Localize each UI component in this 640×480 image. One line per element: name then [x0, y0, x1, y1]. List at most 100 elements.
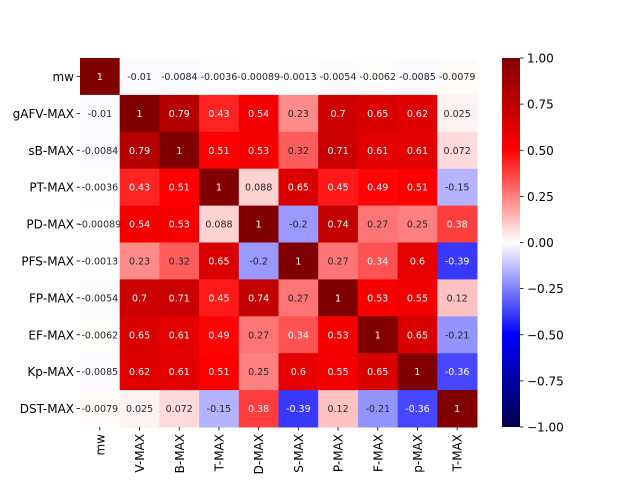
cell-value-label: -0.36 — [405, 404, 430, 415]
heatmap-cell — [278, 131, 319, 170]
cell-value-label: 0.53 — [248, 146, 269, 157]
colorbar-tick-label: −0.50 — [527, 328, 564, 342]
heatmap-cell — [159, 353, 200, 391]
cell-value-label: 0.65 — [367, 109, 388, 120]
cell-value-label: -0.2 — [249, 256, 268, 267]
heatmap-cell — [278, 205, 319, 243]
cell-value-label: 0.27 — [288, 293, 309, 304]
cell-value-label: 0.27 — [367, 220, 388, 231]
y-tick-label: Kp-MAX — [27, 365, 74, 379]
colorbar-tick-label: 0.50 — [527, 144, 554, 158]
y-tick-label: DST-MAX — [20, 402, 74, 416]
heatmap-cell — [159, 205, 200, 243]
heatmap-cell — [357, 353, 399, 391]
cell-value-label: -0.15 — [445, 183, 470, 194]
heatmap-cell — [278, 168, 319, 207]
x-tick-label: V-MAX — [133, 434, 147, 473]
cell-value-label: 1 — [97, 72, 103, 83]
heatmap-cell — [437, 242, 478, 280]
heatmap-cell — [159, 94, 200, 133]
heatmap-cell — [238, 390, 279, 428]
cell-value-label: 0.74 — [327, 220, 348, 231]
x-tick-label: D-MAX — [252, 434, 266, 474]
cell-value-label: 0.54 — [248, 109, 269, 120]
heatmap-cell — [397, 94, 438, 133]
y-tick-label: mw — [52, 70, 74, 84]
cell-value-label: 0.34 — [367, 256, 388, 267]
cell-value-label: -0.00089 — [78, 220, 121, 231]
heatmap-cell — [238, 353, 279, 391]
heatmap-cells — [80, 58, 478, 428]
heatmap-cell — [437, 390, 478, 428]
heatmap-cell — [278, 316, 319, 354]
heatmap-cell — [80, 94, 121, 133]
heatmap-cell — [318, 316, 359, 354]
heatmap-cell — [199, 390, 240, 428]
y-tick-label: PD-MAX — [26, 218, 74, 232]
colorbar-tick-label: 0.75 — [527, 98, 554, 112]
heatmap-cell — [318, 131, 359, 170]
heatmap-cell — [357, 168, 399, 207]
heatmap-cell — [397, 242, 438, 280]
cell-value-label: 0.6 — [291, 367, 306, 378]
heatmap-cell — [159, 242, 200, 280]
heatmap-cell — [357, 58, 399, 96]
cell-value-label: 0.51 — [208, 367, 229, 378]
heatmap-cell — [159, 390, 200, 428]
cell-value-label: -0.0054 — [82, 293, 119, 304]
heatmap-cell — [397, 279, 438, 317]
heatmap-cell — [80, 242, 121, 280]
cell-value-label: -0.0013 — [82, 256, 119, 267]
cell-value-label: 0.65 — [407, 330, 428, 341]
cell-value-label: 0.61 — [367, 146, 388, 157]
heatmap-cell — [357, 242, 399, 280]
heatmap-cell — [80, 353, 121, 391]
cell-value-label: 0.61 — [169, 367, 190, 378]
cell-value-label: 0.088 — [245, 183, 272, 194]
heatmap-cell — [80, 205, 121, 243]
cell-value-label: -0.0079 — [439, 72, 476, 83]
heatmap-cell — [357, 279, 399, 317]
cell-value-label: 0.088 — [205, 220, 232, 231]
y-tick-label: PT-MAX — [29, 181, 74, 195]
heatmap-cell — [199, 131, 240, 170]
heatmap-cell — [357, 131, 399, 170]
cell-value-label: -0.0062 — [82, 330, 119, 341]
cell-value-label: 0.53 — [327, 330, 348, 341]
cell-value-label: -0.0054 — [320, 72, 357, 83]
heatmap-cell — [278, 58, 319, 96]
x-tick-label: F-MAX — [371, 434, 385, 472]
heatmap-cell — [437, 353, 478, 391]
cell-value-label: -0.21 — [365, 404, 390, 415]
heatmap-cell — [199, 316, 240, 354]
cell-value-label: 0.51 — [208, 146, 229, 157]
x-tick-label: p-MAX — [411, 434, 425, 473]
cell-value-label: 0.45 — [208, 293, 229, 304]
heatmap-cell — [199, 58, 240, 96]
heatmap-cell — [80, 131, 121, 170]
cell-value-label: 0.65 — [129, 330, 150, 341]
heatmap-cell — [278, 390, 319, 428]
heatmap-cell — [119, 279, 160, 317]
heatmap-cell — [318, 353, 359, 391]
cell-value-label: 0.072 — [444, 146, 471, 157]
heatmap-cell — [80, 390, 121, 428]
heatmap-cell — [357, 390, 399, 428]
cell-value-label: 0.49 — [208, 330, 229, 341]
cell-value-label: 1 — [414, 367, 420, 378]
heatmap-cell — [397, 390, 438, 428]
heatmap-cell — [357, 316, 399, 354]
cell-value-label: 0.43 — [208, 109, 229, 120]
cell-value-label: -0.39 — [286, 404, 311, 415]
heatmap-cell — [238, 131, 279, 170]
cell-value-label: -0.0062 — [359, 72, 396, 83]
heatmap-cell — [318, 242, 359, 280]
heatmap-cell — [119, 168, 160, 207]
heatmap-cell — [119, 94, 160, 133]
heatmap-cell — [119, 316, 160, 354]
heatmap-cell — [437, 58, 478, 96]
y-tick-label: PFS-MAX — [21, 254, 74, 268]
cell-value-label: 0.51 — [407, 183, 428, 194]
